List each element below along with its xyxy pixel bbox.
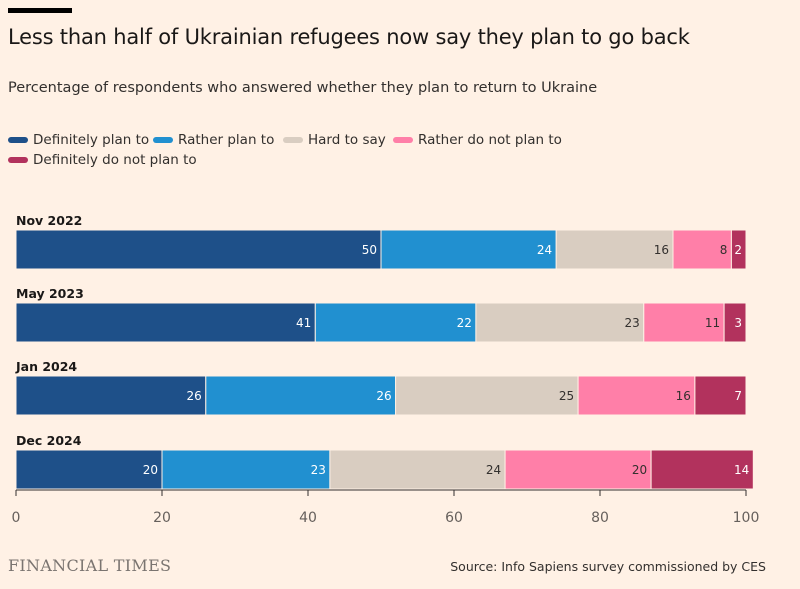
data-label: 20 — [143, 463, 158, 477]
brand-top-rule — [8, 8, 72, 13]
data-label: 26 — [187, 389, 202, 403]
data-label: 7 — [734, 389, 742, 403]
bar-segment — [723, 302, 747, 343]
data-label: 2 — [734, 243, 742, 257]
data-label: 3 — [734, 316, 742, 330]
x-tick-label: 40 — [299, 510, 317, 526]
legend-label: Definitely do not plan to — [33, 152, 197, 168]
bar-segment — [730, 229, 747, 270]
bar-segment — [161, 449, 331, 490]
data-label: 26 — [376, 389, 391, 403]
ft-logo: FINANCIAL TIMES — [8, 556, 172, 575]
data-label: 8 — [720, 243, 728, 257]
data-label: 11 — [705, 316, 720, 330]
x-tick-label: 60 — [445, 510, 463, 526]
bar-segment — [314, 302, 477, 343]
legend-item-hard-to-say: Hard to say — [283, 132, 386, 148]
data-label: 24 — [537, 243, 552, 257]
bar-segment — [205, 375, 397, 416]
bar-segment — [650, 449, 754, 490]
data-label: 41 — [296, 316, 311, 330]
legend-item-definitely-not-plan: Definitely do not plan to — [8, 152, 197, 168]
chart-title: Less than half of Ukrainian refugees now… — [8, 25, 690, 49]
legend-item-definitely-plan: Definitely plan to — [8, 132, 149, 148]
bar-segment — [475, 302, 645, 343]
legend-swatch — [8, 157, 28, 163]
legend-label: Definitely plan to — [33, 132, 150, 148]
category-label: Jan 2024 — [15, 359, 77, 374]
data-label: 16 — [676, 389, 691, 403]
data-label: 22 — [457, 316, 472, 330]
legend-item-rather-plan: Rather plan to — [153, 132, 274, 148]
data-label: 16 — [654, 243, 669, 257]
bar-segment — [694, 375, 747, 416]
bar-segment — [15, 375, 207, 416]
data-label: 25 — [559, 389, 574, 403]
legend-swatch — [393, 137, 413, 143]
bar-segment — [555, 229, 674, 270]
data-label: 20 — [632, 463, 647, 477]
x-tick-label: 80 — [591, 510, 609, 526]
x-tick-label: 100 — [733, 510, 760, 526]
bar-segment — [15, 302, 316, 343]
bar-segment — [15, 449, 163, 490]
bar-segment — [504, 449, 652, 490]
legend-swatch — [8, 137, 28, 143]
stacked-bar-chart: Nov 2022 50 24 16 8 2 May 2023 41 22 23 11 3 Jan 202… — [12, 213, 760, 526]
bar-segment — [380, 229, 557, 270]
legend-label: Hard to say — [308, 132, 386, 148]
chart-subtitle: Percentage of respondents who answered w… — [8, 80, 598, 96]
data-label: 23 — [311, 463, 326, 477]
category-label: May 2023 — [16, 286, 84, 301]
legend-swatch — [283, 137, 303, 143]
legend-label: Rather plan to — [178, 132, 275, 148]
x-tick-label: 0 — [12, 510, 21, 526]
legend-label: Rather do not plan to — [418, 132, 562, 148]
category-label: Dec 2024 — [16, 433, 82, 448]
legend-item-rather-not-plan: Rather do not plan to — [393, 132, 562, 148]
data-label: 23 — [625, 316, 640, 330]
bar-segment — [577, 375, 696, 416]
bar-segment — [15, 229, 382, 270]
x-tick-label: 20 — [153, 510, 171, 526]
category-label: Nov 2022 — [16, 213, 82, 228]
legend-swatch — [153, 137, 173, 143]
source-note: Source: Info Sapiens survey commissioned… — [450, 559, 766, 574]
data-label: 24 — [486, 463, 501, 477]
data-label: 14 — [734, 463, 749, 477]
data-label: 50 — [362, 243, 377, 257]
bar-segment — [395, 375, 579, 416]
bar-segment — [329, 449, 506, 490]
